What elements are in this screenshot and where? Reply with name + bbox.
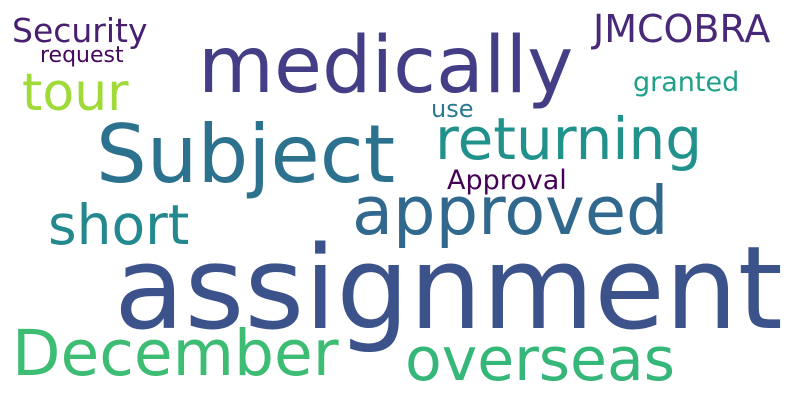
word-overseas: overseas: [405, 325, 675, 395]
word-granted: granted: [633, 67, 740, 98]
word-use: use: [431, 95, 474, 123]
word-medically: medically: [198, 21, 574, 111]
word-jmcobra: JMCOBRA: [593, 7, 771, 51]
word-returning: returning: [435, 105, 703, 173]
word-tour: tour: [22, 63, 129, 123]
word-approval: Approval: [447, 165, 567, 196]
word-approved: approved: [352, 172, 669, 250]
word-short: short: [48, 193, 190, 257]
word-assignment: assignment: [114, 222, 783, 356]
word-december: December: [12, 317, 339, 390]
word-security: Security: [12, 11, 148, 50]
word-subject: Subject: [96, 108, 396, 201]
word-request: request: [40, 43, 124, 68]
